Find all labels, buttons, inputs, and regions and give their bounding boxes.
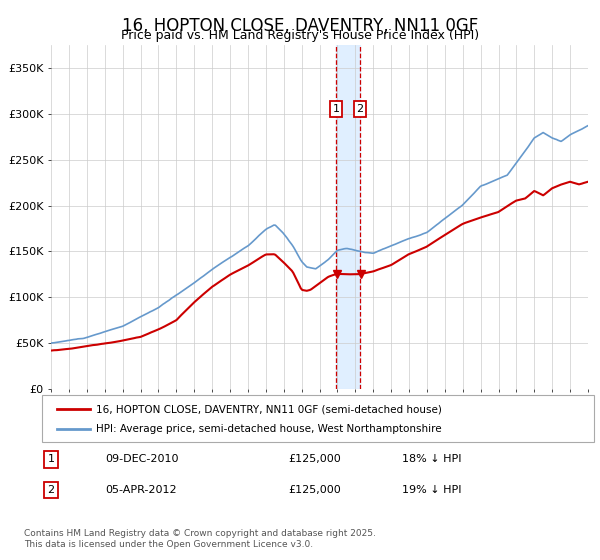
- Text: 09-DEC-2010: 09-DEC-2010: [105, 454, 179, 464]
- Text: £125,000: £125,000: [288, 454, 341, 464]
- Text: HPI: Average price, semi-detached house, West Northamptonshire: HPI: Average price, semi-detached house,…: [96, 424, 442, 434]
- Text: 2: 2: [47, 485, 55, 495]
- Text: 1: 1: [47, 454, 55, 464]
- Text: £125,000: £125,000: [288, 485, 341, 495]
- Text: 19% ↓ HPI: 19% ↓ HPI: [402, 485, 461, 495]
- Text: 18% ↓ HPI: 18% ↓ HPI: [402, 454, 461, 464]
- Text: 16, HOPTON CLOSE, DAVENTRY, NN11 0GF (semi-detached house): 16, HOPTON CLOSE, DAVENTRY, NN11 0GF (se…: [96, 404, 442, 414]
- Text: 05-APR-2012: 05-APR-2012: [105, 485, 176, 495]
- Text: 1: 1: [332, 104, 340, 114]
- Text: 16, HOPTON CLOSE, DAVENTRY, NN11 0GF: 16, HOPTON CLOSE, DAVENTRY, NN11 0GF: [122, 17, 478, 35]
- Text: Price paid vs. HM Land Registry's House Price Index (HPI): Price paid vs. HM Land Registry's House …: [121, 29, 479, 42]
- Text: 2: 2: [356, 104, 364, 114]
- Text: Contains HM Land Registry data © Crown copyright and database right 2025.
This d: Contains HM Land Registry data © Crown c…: [24, 529, 376, 549]
- Bar: [336, 45, 360, 389]
